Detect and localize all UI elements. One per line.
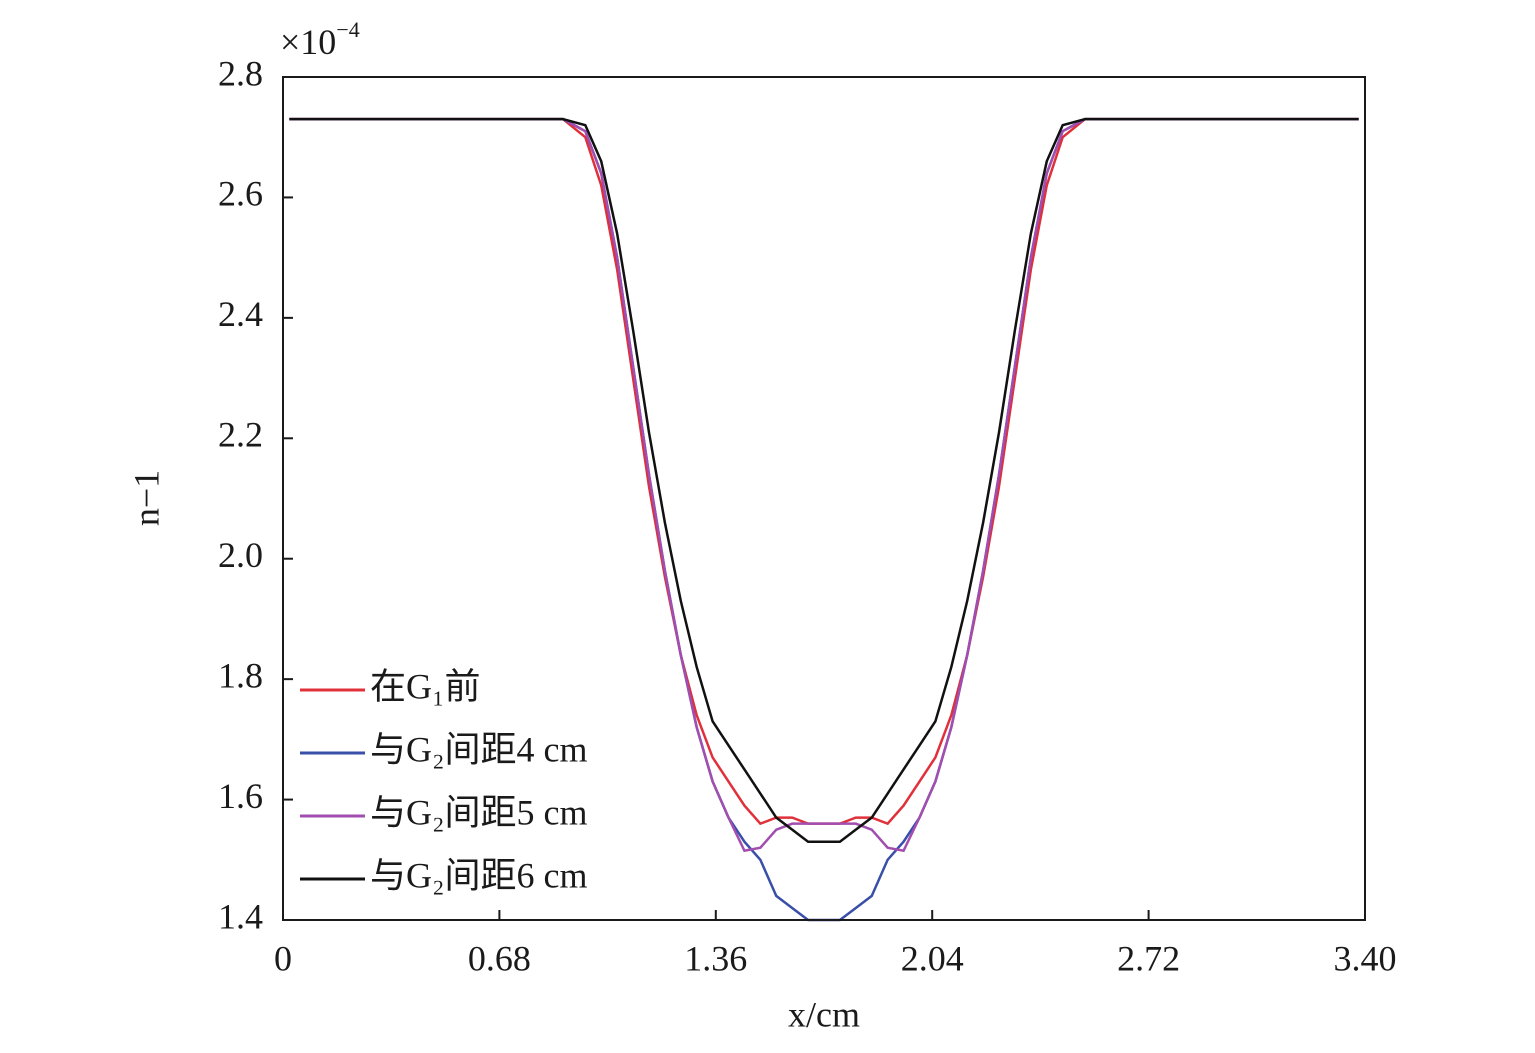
multiplier-exponent: −4 [336, 17, 359, 42]
x-tick-label: 1.36 [684, 938, 747, 978]
legend-label: 与G₂间距6 cm [370, 855, 588, 895]
data-line [289, 117, 1359, 826]
y-tick-label: 1.4 [218, 896, 263, 936]
data-line [289, 117, 1359, 843]
legend-label: 与G₂间距5 cm [370, 792, 588, 832]
legend-label: 在G₁前 [370, 666, 481, 706]
legend-label: 与G₂间距4 cm [370, 729, 588, 769]
data-line [289, 117, 1359, 853]
x-tick-label: 0 [274, 938, 292, 978]
y-multiplier: ×10−4 [280, 17, 360, 62]
y-tick-label: 2.6 [218, 174, 263, 214]
y-tick-label: 1.8 [218, 655, 263, 695]
y-tick-label: 1.6 [218, 776, 263, 816]
x-tick-label: 3.40 [1334, 938, 1397, 978]
y-tick-label: 2.8 [218, 53, 263, 93]
multiplier-base: ×10 [280, 22, 336, 62]
y-axis-label: n−1 [126, 470, 166, 526]
x-tick-label: 2.72 [1117, 938, 1180, 978]
y-tick-label: 2.4 [218, 294, 263, 334]
x-axis-label: x/cm [788, 994, 860, 1034]
x-tick-label: 2.04 [901, 938, 964, 978]
x-tick-label: 0.68 [468, 938, 531, 978]
plot-frame [282, 76, 1366, 921]
y-tick-label: 2.2 [218, 415, 263, 455]
y-tick-label: 2.0 [218, 535, 263, 575]
